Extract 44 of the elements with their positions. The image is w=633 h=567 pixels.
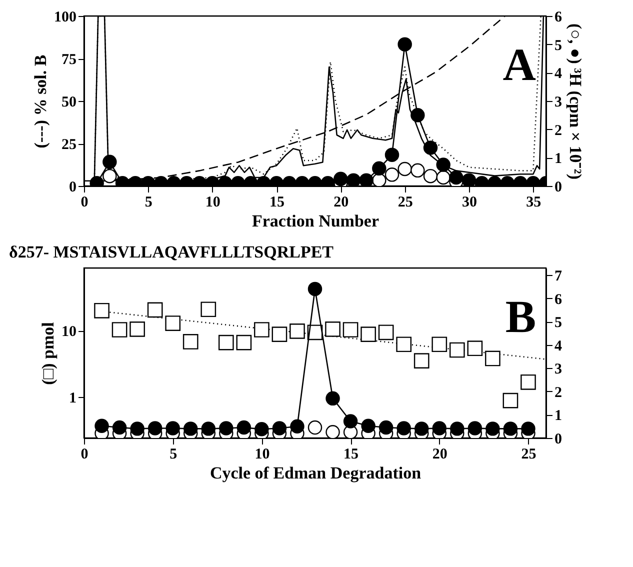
y-tick-label: 1 xyxy=(69,390,76,406)
x-tick-label: 10 xyxy=(254,446,270,462)
annotation: B xyxy=(505,291,536,342)
x-tick-label: 25 xyxy=(521,446,536,462)
y-tick-label: 100 xyxy=(54,10,76,26)
y2-tick-label: 4 xyxy=(554,338,562,354)
y2-tick-label: 3 xyxy=(554,362,562,378)
x-tick-label: 25 xyxy=(398,194,413,210)
y2-tick-label: 3 xyxy=(554,94,562,110)
y2-tick-label: 7 xyxy=(554,268,562,284)
y-axis-title: (---) % sol. B xyxy=(31,54,50,148)
y-tick-label: 75 xyxy=(62,52,76,68)
x-tick-label: 10 xyxy=(205,194,220,210)
y2-tick-label: 0 xyxy=(554,180,562,196)
y2-tick-label: 4 xyxy=(554,66,562,82)
y-tick-label: 50 xyxy=(62,94,76,110)
y-tick-label: 0 xyxy=(69,180,76,196)
y-tick-label: 10 xyxy=(62,324,76,340)
y2-tick-label: 5 xyxy=(554,315,562,332)
y2-tick-label: 1 xyxy=(554,408,562,424)
x-axis-title: Cycle of Edman Degradation xyxy=(210,464,422,482)
y2-axis-title: (○, ●) ³H (cpm × 10⁻²) xyxy=(566,24,585,180)
x-axis-title: Fraction Number xyxy=(252,212,380,230)
x-tick-label: 35 xyxy=(526,194,542,210)
y-axis-title: (□) pmol xyxy=(38,322,58,385)
y2-tick-label: 6 xyxy=(554,10,562,26)
x-tick-label: 5 xyxy=(144,194,152,210)
annotation: A xyxy=(502,39,536,90)
x-tick-label: 0 xyxy=(80,446,88,462)
x-tick-label: 5 xyxy=(170,446,178,462)
x-tick-label: 0 xyxy=(80,194,88,210)
y2-tick-label: 5 xyxy=(554,38,562,54)
y2-tick-label: 0 xyxy=(554,432,562,448)
x-tick-label: 20 xyxy=(432,446,448,462)
x-tick-label: 30 xyxy=(462,194,477,210)
x-tick-label: 20 xyxy=(334,194,349,210)
y2-tick-label: 2 xyxy=(554,384,562,401)
y2-tick-label: 2 xyxy=(554,122,562,139)
y2-tick-label: 1 xyxy=(554,151,562,168)
x-tick-label: 15 xyxy=(344,446,359,462)
x-tick-label: 15 xyxy=(270,194,284,210)
y2-tick-label: 6 xyxy=(554,292,562,308)
chart-title: δ257- MSTAISVLLAQAVFLLLTSQRLPET xyxy=(9,242,334,262)
y-tick-label: 25 xyxy=(62,137,76,153)
